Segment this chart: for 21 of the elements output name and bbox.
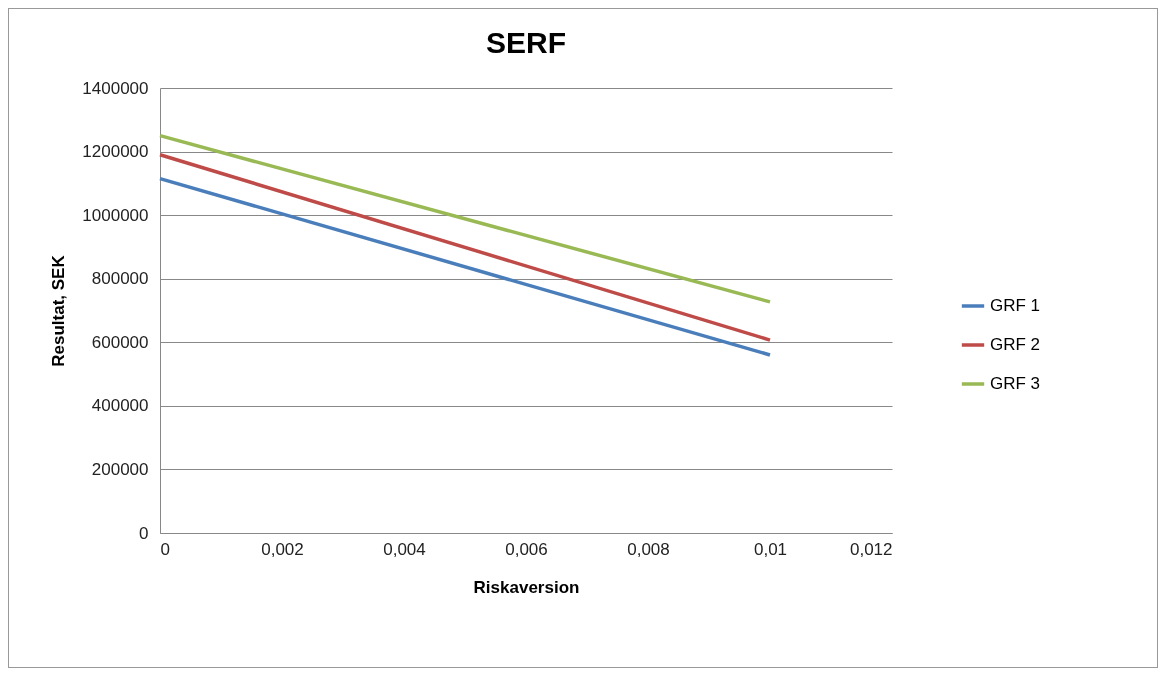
chart-title: SERF (485, 26, 567, 59)
x-tick-label: 0 (160, 539, 170, 559)
y-tick-label: 1000000 (82, 205, 149, 225)
y-tick-label: 600000 (91, 332, 149, 352)
legend-label: GRF 2 (990, 335, 1041, 354)
x-tick-label: 0,004 (383, 539, 426, 559)
y-tick-label: 200000 (91, 459, 149, 479)
y-tick-label: 0 (139, 523, 149, 543)
y-tick-label: 1400000 (82, 78, 149, 98)
legend-label: GRF 3 (990, 374, 1041, 393)
x-tick-label: 0,012 (849, 539, 893, 559)
y-tick-label: 800000 (91, 269, 149, 289)
x-tick-label: 0,002 (261, 539, 304, 559)
x-tick-label: 0,006 (505, 539, 548, 559)
y-tick-label: 400000 (91, 396, 149, 416)
x-axis-title: Riskaversion (473, 577, 580, 597)
x-tick-label: 0,01 (753, 539, 788, 559)
legend-label: GRF 1 (990, 296, 1041, 315)
x-tick-label: 0,008 (627, 539, 670, 559)
y-axis-title: Resultat, SEK (49, 254, 69, 367)
y-tick-label: 1200000 (82, 142, 149, 162)
